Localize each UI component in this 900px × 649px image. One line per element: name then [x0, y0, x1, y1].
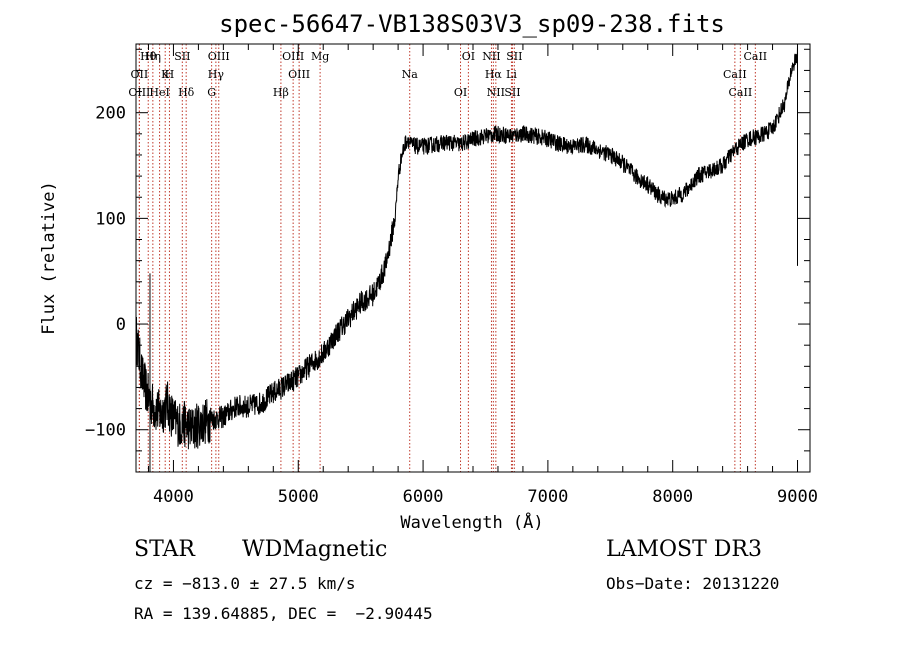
line-label: H — [165, 68, 175, 81]
line-label: NII — [487, 86, 505, 99]
observation-date: Obs−Date: 20131220 — [606, 574, 780, 593]
survey-name: LAMOST DR3 — [606, 537, 762, 562]
line-label: G — [207, 86, 216, 99]
spectrum-line — [135, 46, 798, 450]
line-label: SII — [504, 86, 520, 99]
line-label: OIII — [128, 86, 150, 99]
line-label: OIII — [288, 68, 310, 81]
x-tick-label: 6000 — [403, 487, 444, 507]
line-label: CaII — [729, 86, 753, 99]
line-label: NII — [482, 50, 500, 63]
line-label: Hδ — [178, 86, 195, 99]
line-label: Mg — [311, 50, 329, 63]
spectrum-plot: spec-56647-VB138S03V3_sp09-238.fits HθKH… — [39, 10, 818, 533]
line-label: SII — [506, 50, 522, 63]
line-label: Na — [402, 68, 419, 81]
line-label: OIII — [208, 50, 230, 63]
x-tick-label: 4000 — [153, 487, 194, 507]
redshift-cz: cz = −813.0 ± 27.5 km/s — [134, 574, 356, 593]
line-label: Hη — [145, 50, 161, 63]
plot-frame — [135, 43, 811, 473]
line-label: OI — [462, 50, 475, 63]
axes: 4000 5000 6000 7000 8000 9000 −100 0 100 200 — [85, 44, 818, 507]
line-label: Hα — [485, 68, 503, 81]
object-subclass: WDMagnetic — [242, 537, 388, 562]
line-label: OII — [131, 68, 149, 81]
x-tick-label: 7000 — [527, 487, 568, 507]
y-tick-label: −100 — [85, 421, 126, 441]
line-label: Hβ — [273, 86, 289, 99]
x-tick-label: 9000 — [777, 487, 818, 507]
coordinates: RA = 139.64885, DEC = −2.90445 — [134, 604, 433, 623]
line-label: CaII — [723, 68, 747, 81]
line-label: Hθ — [140, 50, 157, 63]
line-label: CaII — [743, 50, 767, 63]
line-label: K — [161, 68, 170, 81]
emission-line-markers — [138, 44, 756, 472]
object-class: STAR — [134, 537, 195, 562]
line-label: Li — [506, 68, 517, 81]
y-tick-label: 100 — [95, 209, 126, 229]
y-axis-label: Flux (relative) — [39, 181, 59, 335]
line-label: SII — [174, 50, 190, 63]
y-tick-label: 200 — [95, 104, 126, 124]
line-label: OI — [454, 86, 467, 99]
x-axis-label: Wavelength (Å) — [400, 511, 543, 533]
y-tick-label: 0 — [116, 315, 126, 335]
line-label: Hγ — [208, 68, 225, 81]
x-tick-label: 8000 — [652, 487, 693, 507]
line-label: OIII — [282, 50, 304, 63]
x-tick-label: 5000 — [278, 487, 319, 507]
line-label: HeI — [149, 86, 169, 99]
chart-title: spec-56647-VB138S03V3_sp09-238.fits — [219, 10, 725, 38]
